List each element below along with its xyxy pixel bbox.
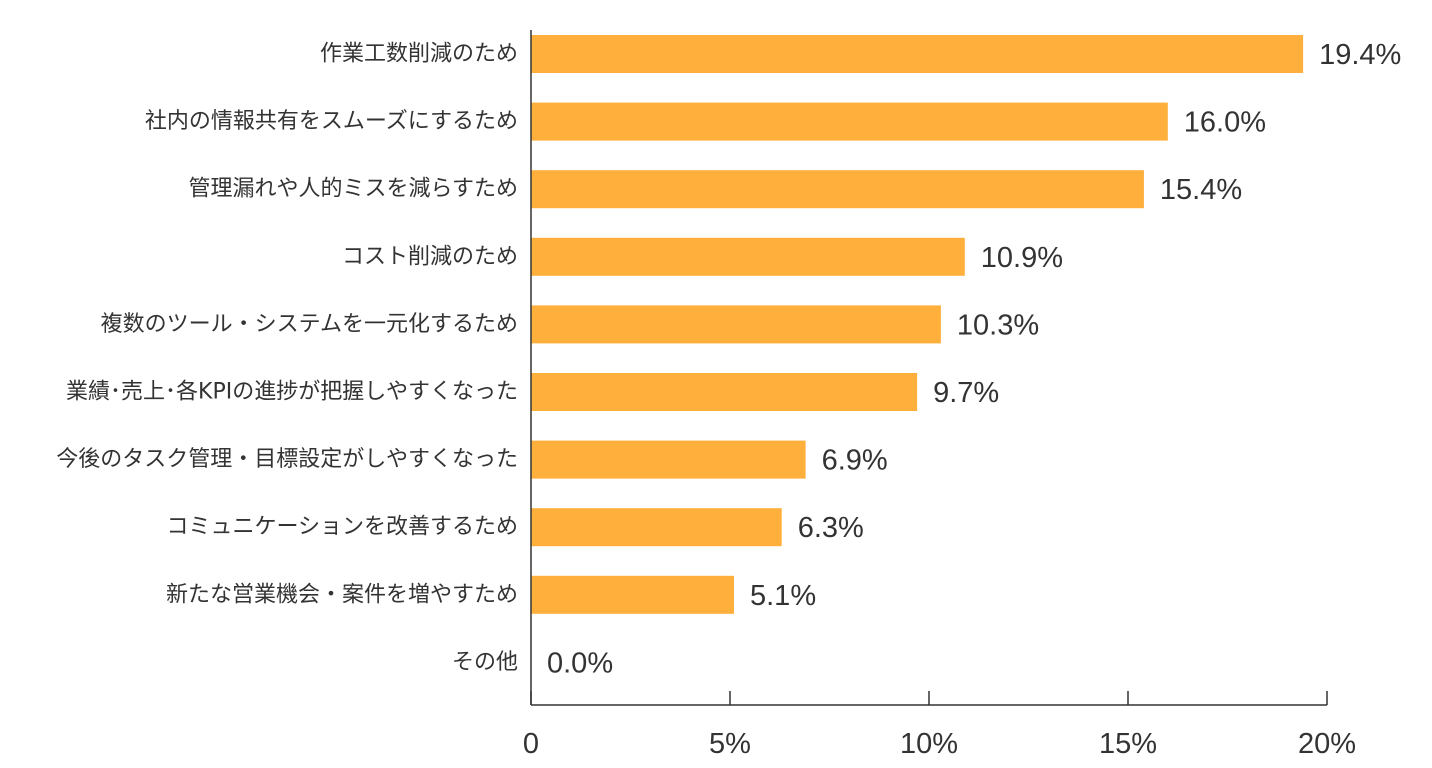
value-labels: 19.4% 16.0% 15.4% 10.9% 10.3% 9.7% 6.9% 6.3% 5.1… [547, 39, 1401, 679]
category-label: その他 [452, 650, 518, 675]
bar [531, 170, 1144, 209]
bars-group [531, 35, 1304, 614]
data-label: 5.1% [750, 580, 816, 612]
bar [531, 102, 1168, 141]
bar [531, 35, 1304, 73]
bar [531, 575, 734, 614]
category-labels: 作業工数削減のため社内の情報共有をスムーズにするため管理漏れや人的ミスを減らすた… [56, 42, 518, 675]
category-label: 管理漏れや人的ミスを減らすため [188, 177, 518, 202]
bar [531, 373, 918, 411]
x-tick-label: 0 [523, 728, 539, 760]
x-tick-label: 20% [1298, 728, 1356, 760]
category-label: 作業工数削減のため [320, 42, 518, 67]
x-tick-label: 15% [1099, 728, 1157, 760]
data-label: 10.9% [981, 242, 1063, 274]
category-label: コスト削減のため [342, 244, 518, 269]
data-label: 6.9% [822, 445, 888, 477]
data-label: 9.7% [933, 377, 999, 409]
data-label: 6.3% [798, 512, 864, 544]
category-label: 業績･売上･各KPIの進捗が把握しやすくなった [66, 380, 518, 405]
category-label: 今後のタスク管理・目標設定がしやすくなった [56, 447, 518, 472]
bar [531, 305, 941, 344]
category-label: コミュニケーションを改善するため [166, 515, 518, 540]
category-label: 複数のツール・システムを一元化するため [101, 312, 518, 337]
data-label: 0.0% [547, 647, 613, 679]
bar [531, 508, 782, 547]
data-label: 10.3% [957, 309, 1039, 341]
data-label: 16.0% [1184, 107, 1266, 139]
data-label: 19.4% [1319, 39, 1401, 71]
category-label: 社内の情報共有をスムーズにするため [145, 109, 518, 134]
data-label: 15.4% [1160, 174, 1242, 206]
x-tick-label: 5% [709, 728, 751, 760]
category-label: 新たな営業機会・案件を増やすため [166, 582, 518, 607]
x-tick-label: 10% [900, 728, 958, 760]
x-ticks: 0 5% 10% 15% 20% [523, 691, 1356, 760]
bar [531, 237, 965, 276]
bar [531, 440, 806, 479]
